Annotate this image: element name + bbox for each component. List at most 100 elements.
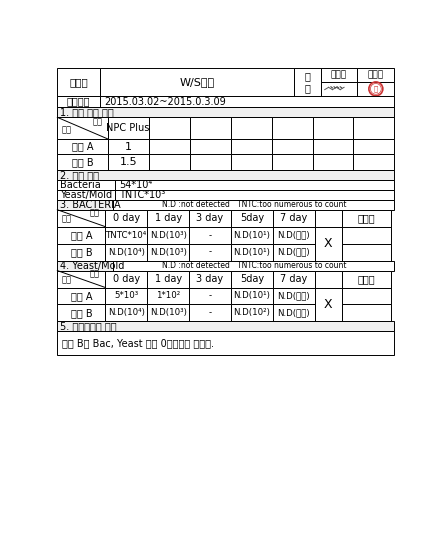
Bar	[342, 227, 391, 244]
Bar	[57, 68, 100, 96]
Text: 7 day: 7 day	[280, 213, 307, 223]
Bar	[189, 305, 231, 321]
Text: 결
재: 결 재	[304, 71, 310, 93]
Text: X: X	[324, 237, 333, 250]
Bar	[105, 227, 147, 244]
Text: 샘플: 샘플	[62, 125, 72, 134]
Bar	[312, 139, 353, 155]
Bar	[315, 227, 342, 260]
Bar	[57, 210, 105, 227]
Bar	[321, 82, 357, 96]
Text: 1. 제품 방부 조성: 1. 제품 방부 조성	[60, 107, 114, 117]
Bar	[357, 82, 394, 96]
Text: 0 day: 0 day	[113, 213, 140, 223]
Bar	[57, 260, 113, 271]
Bar	[231, 210, 273, 227]
Bar	[57, 139, 108, 155]
Bar	[149, 139, 190, 155]
Text: 1 day: 1 day	[154, 274, 182, 284]
Bar	[342, 210, 391, 227]
Text: 샘플: 샘플	[62, 215, 72, 224]
Text: 3 day: 3 day	[196, 274, 224, 284]
Bar	[113, 199, 394, 210]
Text: 낙하균: 낙하균	[357, 274, 375, 284]
Text: 5day: 5day	[240, 274, 264, 284]
Text: N.D(10¹): N.D(10¹)	[233, 248, 270, 256]
Text: -: -	[209, 292, 212, 300]
Bar	[57, 288, 105, 305]
Bar	[57, 199, 113, 210]
Text: 원료: 원료	[93, 117, 103, 127]
Bar	[231, 244, 273, 260]
Bar	[231, 288, 273, 305]
Bar	[100, 68, 294, 96]
Bar	[189, 244, 231, 260]
Bar	[271, 139, 312, 155]
Bar	[57, 305, 105, 321]
Bar	[353, 139, 394, 155]
Text: 낙하균: 낙하균	[357, 213, 375, 223]
Bar	[342, 305, 391, 321]
Bar	[105, 244, 147, 260]
Bar	[231, 227, 273, 244]
Text: N.D(10⁴): N.D(10⁴)	[108, 248, 145, 256]
Bar	[147, 271, 189, 288]
Text: 1*10²: 1*10²	[156, 292, 180, 300]
Bar	[312, 117, 353, 139]
Bar	[273, 210, 315, 227]
Text: NPC Plus: NPC Plus	[106, 123, 150, 133]
Text: N.D(원액): N.D(원액)	[277, 248, 310, 256]
Bar	[105, 288, 147, 305]
Bar	[149, 117, 190, 139]
Text: 2015.03.02~2015.0.3.09: 2015.03.02~2015.0.3.09	[104, 96, 226, 106]
Bar	[231, 271, 273, 288]
Bar	[147, 305, 189, 321]
Text: N.D(10³): N.D(10³)	[150, 309, 187, 317]
Text: 제품명: 제품명	[69, 77, 88, 87]
Bar	[57, 321, 394, 332]
Text: N.D(10³): N.D(10³)	[150, 248, 187, 256]
Bar	[147, 288, 189, 305]
Text: Yeast/Mold: Yeast/Mold	[60, 190, 113, 199]
Text: 5day: 5day	[240, 213, 264, 223]
Bar	[273, 244, 315, 260]
Bar	[105, 271, 147, 288]
Bar	[321, 68, 357, 82]
Bar	[105, 210, 147, 227]
Text: 1: 1	[125, 141, 132, 152]
Text: 실험기간: 실험기간	[67, 96, 90, 106]
Bar	[149, 155, 190, 170]
Text: N.D(원액): N.D(원액)	[277, 309, 310, 317]
Text: 5. 방부테스트 결과: 5. 방부테스트 결과	[60, 322, 117, 332]
Bar	[231, 305, 273, 321]
Text: 5*10³: 5*10³	[114, 292, 139, 300]
Bar	[353, 117, 394, 139]
Text: 담당자: 담당자	[331, 71, 347, 79]
Bar	[231, 139, 271, 155]
Bar	[57, 227, 105, 244]
Bar	[147, 244, 189, 260]
Bar	[315, 288, 342, 305]
Text: N.D(10⁴): N.D(10⁴)	[108, 309, 145, 317]
Bar	[57, 271, 105, 288]
Bar	[147, 227, 189, 244]
Bar	[190, 139, 231, 155]
Text: 인: 인	[374, 85, 378, 92]
Text: 7 day: 7 day	[280, 274, 307, 284]
Bar	[315, 210, 342, 227]
Bar	[113, 260, 394, 271]
Bar	[57, 96, 100, 107]
Text: W/S크림: W/S크림	[179, 77, 214, 87]
Bar	[271, 117, 312, 139]
Bar	[108, 117, 149, 139]
Text: TNTC*10³: TNTC*10³	[119, 190, 165, 199]
Text: -: -	[209, 309, 212, 317]
Bar	[115, 180, 394, 190]
Text: 확인자: 확인자	[368, 71, 384, 79]
Text: Bacteria: Bacteria	[60, 180, 101, 190]
Bar	[189, 227, 231, 244]
Bar	[342, 288, 391, 305]
Bar	[57, 170, 394, 180]
Text: X: X	[324, 298, 333, 311]
Text: TNTC*10⁴: TNTC*10⁴	[106, 231, 147, 239]
